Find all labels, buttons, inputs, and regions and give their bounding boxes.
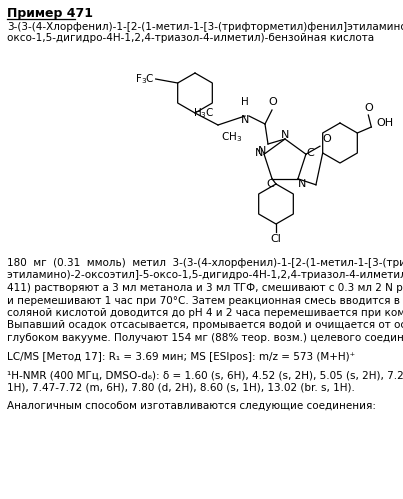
- Text: C: C: [306, 148, 314, 158]
- Text: ¹H-NMR (400 МГц, DMSO-d₆): δ = 1.60 (s, 6H), 4.52 (s, 2H), 5.05 (s, 2H), 7.28 (d: ¹H-NMR (400 МГц, DMSO-d₆): δ = 1.60 (s, …: [7, 370, 403, 380]
- Text: Cl: Cl: [270, 234, 281, 244]
- Text: 3-(3-(4-Хлорфенил)-1-[2-(1-метил-1-[3-(трифторметил)фенил]этиламино)-2-оксоэтил]: 3-(3-(4-Хлорфенил)-1-[2-(1-метил-1-[3-(т…: [7, 22, 403, 32]
- Text: LC/MS [Метод 17]: R₁ = 3.69 мин; MS [ESIpos]: m/z = 573 (M+H)⁺: LC/MS [Метод 17]: R₁ = 3.69 мин; MS [ESI…: [7, 351, 355, 361]
- Text: N: N: [241, 115, 249, 125]
- Text: оксо-1,5-дигидро-4H-1,2,4-триазол-4-илметил)-бензойная кислота: оксо-1,5-дигидро-4H-1,2,4-триазол-4-илме…: [7, 33, 374, 43]
- Text: Выпавший осадок отсасывается, промывается водой и очищается от остатков раствори: Выпавший осадок отсасывается, промываетс…: [7, 320, 403, 330]
- Text: N: N: [258, 146, 266, 156]
- Text: 180  мг  (0.31  ммоль)  метил  3-(3-(4-хлорфенил)-1-[2-(1-метил-1-[3-(трифтормет: 180 мг (0.31 ммоль) метил 3-(3-(4-хлорфе…: [7, 258, 403, 268]
- Text: N: N: [255, 148, 263, 158]
- Text: C: C: [266, 179, 274, 189]
- Text: H: H: [241, 97, 249, 107]
- Text: этиламино)-2-оксоэтил]-5-оксо-1,5-дигидро-4H-1,2,4-триазол-4-илметил)-бензоата  : этиламино)-2-оксоэтил]-5-оксо-1,5-дигидр…: [7, 270, 403, 280]
- Text: и перемешивают 1 час при 70°C. Затем реакционная смесь вводится в 10 мл воды, 1 : и перемешивают 1 час при 70°C. Затем реа…: [7, 295, 403, 305]
- Text: 1H), 7.47-7.72 (m, 6H), 7.80 (d, 2H), 8.60 (s, 1H), 13.02 (br. s, 1H).: 1H), 7.47-7.72 (m, 6H), 7.80 (d, 2H), 8.…: [7, 383, 355, 393]
- Text: F$_3$C: F$_3$C: [135, 72, 155, 86]
- Text: O: O: [269, 97, 277, 107]
- Text: CH$_3$: CH$_3$: [221, 130, 242, 144]
- Text: соляной кислотой доводится до pH 4 и 2 часа перемешивается при комнатной темпера: соляной кислотой доводится до pH 4 и 2 ч…: [7, 308, 403, 318]
- Text: Пример 471: Пример 471: [7, 7, 93, 20]
- Text: 411) растворяют а 3 мл метанола и 3 мл ТГФ, смешивают с 0.3 мл 2 N раствора едко: 411) растворяют а 3 мл метанола и 3 мл Т…: [7, 283, 403, 293]
- Text: Аналогичным способом изготавливаются следующие соединения:: Аналогичным способом изготавливаются сле…: [7, 401, 376, 411]
- Text: N: N: [281, 130, 289, 140]
- Text: H$_3$C: H$_3$C: [193, 106, 215, 120]
- Text: N: N: [298, 179, 306, 189]
- Text: глубоком вакууме. Получают 154 мг (88% теор. возм.) целевого соединения.: глубоком вакууме. Получают 154 мг (88% т…: [7, 333, 403, 343]
- Text: OH: OH: [376, 118, 393, 128]
- Text: O: O: [364, 103, 373, 113]
- Text: O: O: [322, 134, 331, 144]
